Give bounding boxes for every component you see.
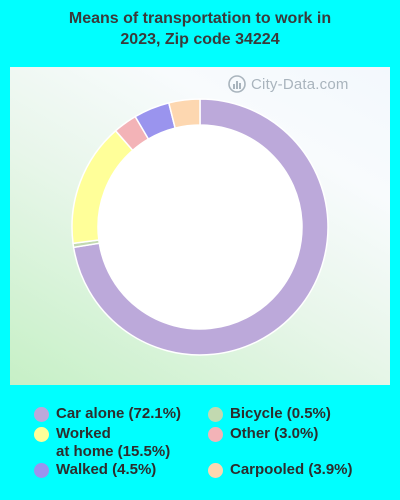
legend-item-worked-at-home: Worked at home (15.5%) <box>34 425 170 461</box>
legend-label-worked-line2: at home (15.5%) <box>56 443 171 460</box>
chart-title-line2: 2023, Zip code 34224 <box>120 31 280 48</box>
legend-label-worked-line1: Worked <box>56 425 111 442</box>
legend-swatch-other <box>208 427 223 442</box>
watermark-text: City-Data.com <box>251 75 349 93</box>
chart-title: Means of transportation to work in 2023,… <box>0 8 400 50</box>
watermark: City-Data.com <box>228 74 349 94</box>
legend-item-bicycle: Bicycle (0.5%) <box>208 405 331 423</box>
legend-label-bicycle: Bicycle (0.5%) <box>230 405 331 422</box>
donut-hole <box>98 125 302 329</box>
legend-swatch-worked-at-home <box>34 427 49 442</box>
legend: Car alone (72.1%) Worked at home (15.5%)… <box>0 400 400 500</box>
legend-swatch-carpooled <box>208 463 223 478</box>
legend-swatch-walked <box>34 463 49 478</box>
city-data-logo-icon <box>228 75 246 93</box>
legend-item-other: Other (3.0%) <box>208 425 318 443</box>
legend-label-worked-at-home: Worked at home (15.5%) <box>56 425 170 461</box>
donut-slice-car-alone <box>72 98 329 356</box>
legend-item-car-alone: Car alone (72.1%) <box>34 405 181 423</box>
legend-swatch-bicycle <box>208 407 223 422</box>
legend-label-other: Other (3.0%) <box>230 425 319 442</box>
legend-label-car-alone: Car alone (72.1%) <box>56 405 182 422</box>
legend-label-carpooled: Carpooled (3.9%) <box>230 461 353 478</box>
legend-swatch-car-alone <box>34 407 49 422</box>
donut-slice-carpooled <box>167 98 201 129</box>
legend-item-walked: Walked (4.5%) <box>34 461 156 479</box>
legend-label-walked: Walked (4.5%) <box>56 461 157 478</box>
chart-title-line1: Means of transportation to work in <box>68 10 332 27</box>
donut-chart <box>71 98 329 356</box>
legend-item-carpooled: Carpooled (3.9%) <box>208 461 353 479</box>
